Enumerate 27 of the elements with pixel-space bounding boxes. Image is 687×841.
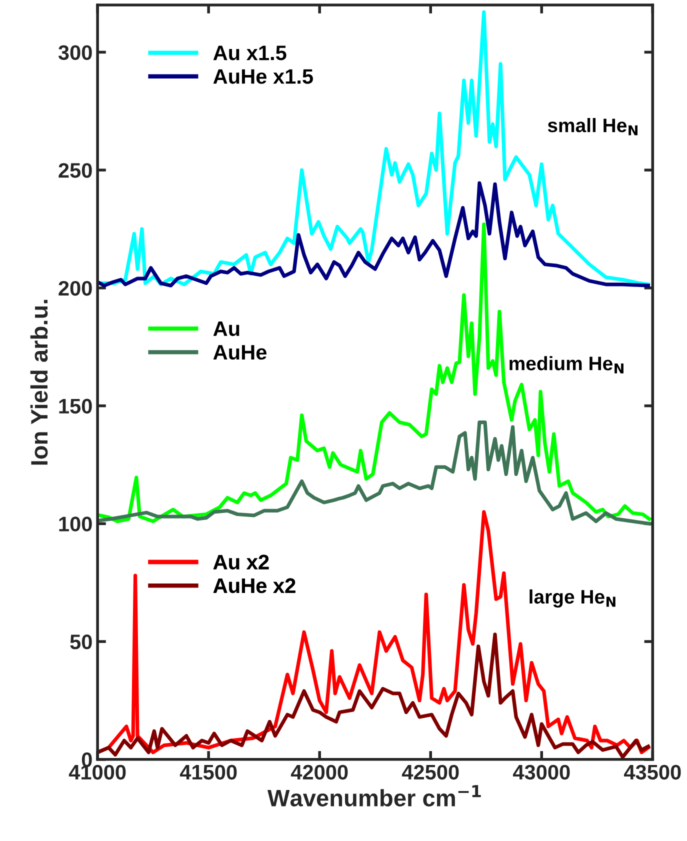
y-tick-label: 100 — [59, 516, 92, 532]
x-tick-label: 41500 — [180, 764, 237, 780]
line-series — [98, 222, 652, 524]
x-tick-label: 43000 — [512, 764, 570, 780]
legend-label: AuHe x2 — [213, 578, 296, 594]
line-series — [98, 632, 650, 759]
line-series — [98, 181, 650, 288]
legend-label: AuHe — [213, 345, 266, 360]
legend-label: Au x2 — [213, 554, 269, 570]
y-tick-label: 50 — [70, 634, 92, 650]
y-tick-label: 150 — [59, 398, 92, 414]
legend-label: AuHe x1.5 — [213, 69, 313, 84]
x-tick-label: 42000 — [290, 764, 348, 780]
y-tick-label: 300 — [58, 45, 92, 60]
legend-label: Au x1.5 — [213, 46, 286, 60]
x-axis-title: Wavenumber cm$^{−1}$ — [267, 785, 481, 806]
x-tick-label: 41000 — [68, 764, 126, 780]
annotation: small He$_{N}$ — [548, 118, 638, 136]
legend-label: Au — [213, 322, 240, 336]
annotation: medium He$_{N}$ — [510, 356, 624, 374]
x-tick-label: 42500 — [402, 764, 459, 780]
line-series — [98, 420, 652, 526]
x-tick-label: 43500 — [624, 764, 681, 780]
y-axis-title: Ion Yield arb.u. — [30, 300, 48, 465]
y-tick-label: 250 — [58, 163, 92, 178]
annotation: large He$_{N}$ — [530, 589, 616, 608]
y-tick-label: 200 — [58, 280, 92, 296]
